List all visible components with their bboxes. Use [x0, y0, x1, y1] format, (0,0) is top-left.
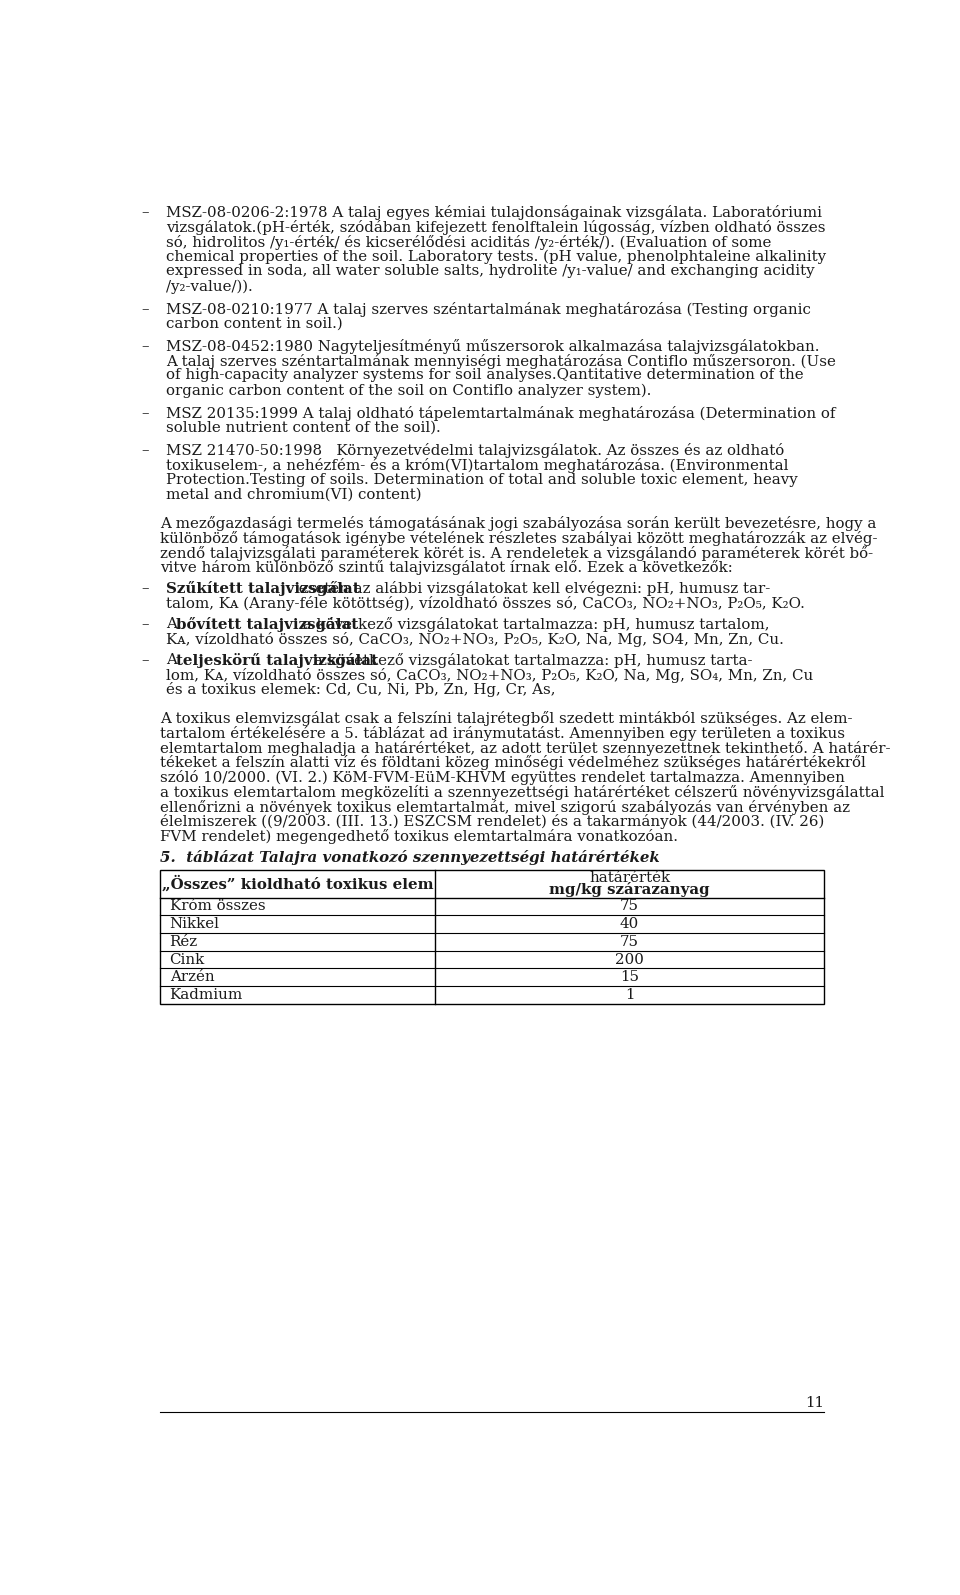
Text: –: –	[142, 652, 149, 667]
Text: lom, Kᴀ, vízoldható összes só, CaCO₃, NO₂+NO₃, P₂O₅, K₂O, Na, Mg, SO₄, Mn, Zn, C: lom, Kᴀ, vízoldható összes só, CaCO₃, NO…	[166, 668, 814, 683]
Text: Réz: Réz	[170, 935, 198, 949]
Text: határérték: határérték	[589, 871, 670, 885]
Text: A toxikus elemvizsgálat csak a felszíni talajrétegből szedett mintákból szüksége: A toxikus elemvizsgálat csak a felszíni …	[160, 711, 852, 726]
Text: vitve három különböző szintű talajvizsgálatot írnak elő. Ezek a következők:: vitve három különböző szintű talajvizsgá…	[160, 560, 733, 576]
Text: A: A	[166, 652, 182, 667]
Text: esetén az alábbi vizsgálatokat kell elvégezni: pH, humusz tar-: esetén az alábbi vizsgálatokat kell elvé…	[294, 581, 770, 597]
Text: és a toxikus elemek: Cd, Cu, Ni, Pb, Zn, Hg, Cr, As,: és a toxikus elemek: Cd, Cu, Ni, Pb, Zn,…	[166, 683, 556, 697]
Text: Nikkel: Nikkel	[170, 917, 220, 931]
Text: tékeket a felszín alatti víz és földtani közeg minőségi védelméhez szükséges hat: tékeket a felszín alatti víz és földtani…	[160, 756, 866, 770]
Text: soluble nutrient content of the soil).: soluble nutrient content of the soil).	[166, 421, 442, 434]
Text: bővített talajvizsgálat: bővített talajvizsgálat	[176, 617, 358, 632]
Text: MSZ-08-0210:1977 A talaj szerves széntartalmának meghatározása (Testing organic: MSZ-08-0210:1977 A talaj szerves széntar…	[166, 301, 811, 317]
Text: –: –	[142, 443, 149, 458]
Text: zendő talajvizsgálati paraméterek körét is. A rendeletek a vizsgálandó paraméter: zendő talajvizsgálati paraméterek körét …	[160, 545, 874, 560]
Text: „Összes” kioldható toxikus elem: „Összes” kioldható toxikus elem	[162, 876, 434, 892]
Text: –: –	[142, 617, 149, 632]
Text: élelmiszerek ((9/2003. (III. 13.) ESZCSM rendelet) és a takarmányok (44/2003. (I: élelmiszerek ((9/2003. (III. 13.) ESZCSM…	[160, 815, 825, 829]
Text: Szűkített talajvizsgálat: Szűkített talajvizsgálat	[166, 581, 360, 597]
Text: –: –	[142, 301, 149, 316]
Text: 5.  táblázat Talajra vonatkozó szennyezettségi határértékek: 5. táblázat Talajra vonatkozó szennyezet…	[160, 850, 660, 864]
Text: /y₂-value/)).: /y₂-value/)).	[166, 279, 253, 293]
Text: 15: 15	[620, 970, 639, 984]
Text: –: –	[142, 206, 149, 219]
Text: mg/kg szárazanyag: mg/kg szárazanyag	[549, 882, 709, 896]
Text: expressed in soda, all water soluble salts, hydrolite /y₁-value/ and exchanging : expressed in soda, all water soluble sal…	[166, 265, 815, 279]
Text: 75: 75	[620, 900, 639, 914]
Text: Cink: Cink	[170, 952, 204, 967]
Text: só, hidrolitos /y₁-érték/ és kicserélődési aciditás /y₂-érték/). (Evaluation of : só, hidrolitos /y₁-érték/ és kicserélődé…	[166, 234, 772, 250]
Text: Króm összes: Króm összes	[170, 900, 265, 914]
Bar	[160, 871, 824, 1003]
Text: A talaj szerves széntartalmának mennyiségi meghatározása Contiflo műszersoron. (: A talaj szerves széntartalmának mennyisé…	[166, 354, 836, 368]
Text: 200: 200	[615, 952, 644, 967]
Text: a toxikus elemtartalom megközelíti a szennyezettségi határértéket célszerű növén: a toxikus elemtartalom megközelíti a sze…	[160, 785, 885, 801]
Text: a következő vizsgálatokat tartalmazza: pH, humusz tarta-: a következő vizsgálatokat tartalmazza: p…	[308, 652, 752, 668]
Text: –: –	[142, 405, 149, 419]
Text: A: A	[166, 617, 182, 632]
Text: chemical properties of the soil. Laboratory tests. (pH value, phenolphtaleine al: chemical properties of the soil. Laborat…	[166, 249, 827, 265]
Text: carbon content in soil.): carbon content in soil.)	[166, 316, 343, 330]
Text: organic carbon content of the soil on Contiflo analyzer system).: organic carbon content of the soil on Co…	[166, 383, 652, 397]
Text: különböző támogatások igénybe vételének részletes szabályai között meghatározzák: különböző támogatások igénybe vételének …	[160, 531, 877, 545]
Text: elemtartalom meghaladja a határértéket, az adott terület szennyezettnek tekinthe: elemtartalom meghaladja a határértéket, …	[160, 740, 891, 756]
Text: metal and chromium(VI) content): metal and chromium(VI) content)	[166, 488, 422, 501]
Text: 1: 1	[625, 987, 635, 1002]
Text: vizsgálatok.(pH-érték, szódában kifejezett fenolftalein lúgosság, vízben oldható: vizsgálatok.(pH-érték, szódában kifejeze…	[166, 220, 826, 234]
Text: of high-capacity analyzer systems for soil analyses.Qantitative determination of: of high-capacity analyzer systems for so…	[166, 368, 804, 383]
Text: 40: 40	[620, 917, 639, 931]
Text: 75: 75	[620, 935, 639, 949]
Text: MSZ 20135:1999 A talaj oldható tápelemtartalmának meghatározása (Determination o: MSZ 20135:1999 A talaj oldható tápelemta…	[166, 405, 836, 421]
Text: MSZ-08-0206-2:1978 A talaj egyes kémiai tulajdonságainak vizsgálata. Laboratóriu: MSZ-08-0206-2:1978 A talaj egyes kémiai …	[166, 206, 823, 220]
Text: Arzén: Arzén	[170, 970, 214, 984]
Text: A mezőgazdasági termelés támogatásának jogi szabályozása során került bevezetésr: A mezőgazdasági termelés támogatásának j…	[160, 517, 876, 531]
Text: MSZ-08-0452:1980 Nagyteljesítményű műszersorok alkalmazása talajvizsgálatokban.: MSZ-08-0452:1980 Nagyteljesítményű műsze…	[166, 338, 820, 354]
Text: Protection.Testing of soils. Determination of total and soluble toxic element, h: Protection.Testing of soils. Determinati…	[166, 472, 799, 486]
Text: Kadmium: Kadmium	[170, 987, 243, 1002]
Text: ellenőrizni a növények toxikus elemtartalmát, mivel szigorú szabályozás van érvé: ellenőrizni a növények toxikus elemtarta…	[160, 799, 851, 815]
Text: Kᴀ, vízoldható összes só, CaCO₃, NO₂+NO₃, P₂O₅, K₂O, Na, Mg, SO4, Mn, Zn, Cu.: Kᴀ, vízoldható összes só, CaCO₃, NO₂+NO₃…	[166, 632, 784, 648]
Text: –: –	[142, 581, 149, 595]
Text: tartalom értékelésére a 5. táblázat ad iránymutatást. Amennyiben egy területen a: tartalom értékelésére a 5. táblázat ad i…	[160, 726, 846, 740]
Text: szóló 10/2000. (VI. 2.) KöM-FVM-EüM-KHVM együttes rendelet tartalmazza. Amennyib: szóló 10/2000. (VI. 2.) KöM-FVM-EüM-KHVM…	[160, 770, 845, 785]
Text: 11: 11	[804, 1396, 824, 1410]
Text: FVM rendelet) megengedhető toxikus elemtartalmára vonatkozóan.: FVM rendelet) megengedhető toxikus elemt…	[160, 829, 679, 844]
Text: MSZ 21470-50:1998   Környezetvédelmi talajvizsgálatok. Az összes és az oldható: MSZ 21470-50:1998 Környezetvédelmi talaj…	[166, 443, 784, 458]
Text: toxikuselem-, a nehézfém- és a króm(VI)tartalom meghatározása. (Environmental: toxikuselem-, a nehézfém- és a króm(VI)t…	[166, 458, 789, 472]
Text: a következő vizsgálatokat tartalmazza: pH, humusz tartalom,: a következő vizsgálatokat tartalmazza: p…	[298, 617, 769, 632]
Text: –: –	[142, 338, 149, 352]
Text: teljeskörű talajvizsgálat: teljeskörű talajvizsgálat	[176, 652, 377, 668]
Text: talom, Kᴀ (Arany-féle kötöttség), vízoldható összes só, CaCO₃, NO₂+NO₃, P₂O₅, K₂: talom, Kᴀ (Arany-féle kötöttség), vízold…	[166, 597, 805, 611]
